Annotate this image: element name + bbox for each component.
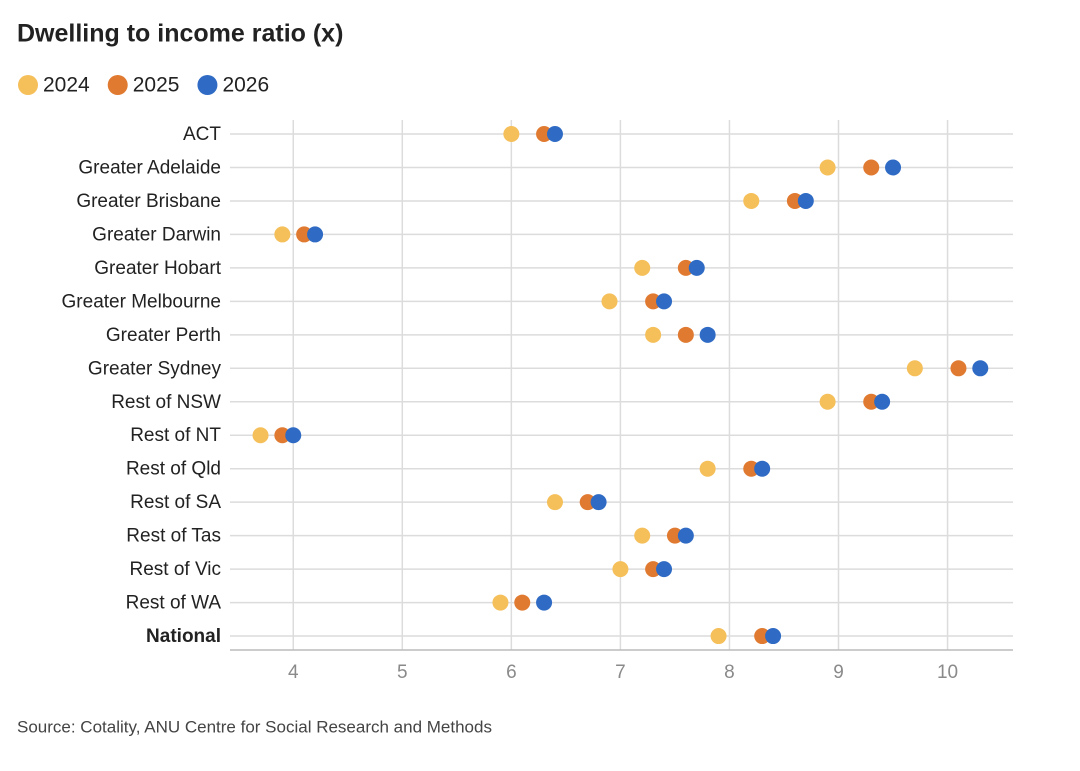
dot (710, 628, 727, 645)
legend-label: 2024 (43, 74, 90, 97)
dot (950, 360, 967, 377)
dot (546, 126, 563, 142)
dot (634, 259, 651, 276)
dot (307, 226, 324, 243)
x-tick-label: 4 (288, 662, 299, 683)
dot (590, 494, 607, 511)
legend-marker (197, 75, 218, 95)
category-label: Rest of Vic (129, 559, 221, 580)
dot (906, 360, 923, 377)
x-tick-label: 7 (615, 662, 626, 683)
x-tick-label: 6 (506, 662, 517, 683)
dot (634, 527, 651, 544)
dot (885, 159, 902, 176)
dot (677, 527, 694, 544)
source-note: Source: Cotality, ANU Centre for Social … (17, 717, 492, 736)
dot (546, 494, 563, 511)
chart-title: Dwelling to income ratio (x) (17, 20, 343, 48)
x-tick-label: 9 (833, 662, 844, 683)
legend-marker (107, 75, 128, 95)
x-tick-label: 10 (937, 662, 958, 683)
category-label: Greater Melbourne (62, 291, 221, 312)
category-label: Greater Darwin (92, 224, 221, 245)
dot (612, 561, 629, 578)
dot (656, 561, 673, 578)
dot (699, 326, 716, 343)
x-tick-label: 5 (397, 662, 408, 683)
category-label: Greater Brisbane (76, 191, 221, 212)
dot (972, 360, 989, 377)
dot (601, 293, 618, 310)
category-label: ACT (183, 124, 221, 145)
category-label: Greater Hobart (94, 258, 221, 279)
dot (699, 460, 716, 477)
category-label: Rest of NT (130, 425, 221, 446)
category-label: Greater Adelaide (78, 157, 221, 178)
dot (285, 427, 302, 444)
dot (688, 259, 705, 276)
dot (645, 326, 662, 343)
category-label: National (146, 626, 221, 647)
dot (819, 393, 836, 410)
dot (252, 427, 269, 444)
legend-label: 2026 (222, 74, 269, 97)
dot (819, 159, 836, 176)
dot (274, 226, 291, 243)
category-label: Rest of Tas (126, 526, 221, 547)
dot (503, 126, 520, 142)
dot (754, 460, 771, 477)
legend-marker (18, 75, 38, 95)
category-label: Greater Perth (106, 325, 221, 346)
dot (514, 594, 531, 611)
legend-label: 2025 (133, 74, 180, 97)
dot (765, 628, 782, 645)
dot (743, 192, 760, 209)
category-label: Rest of Qld (126, 459, 221, 480)
category-label: Rest of NSW (111, 392, 221, 413)
x-tick-label: 8 (724, 662, 735, 683)
dot (492, 594, 509, 611)
dot (874, 393, 891, 410)
dot (677, 326, 694, 343)
category-label: Rest of SA (130, 492, 221, 513)
dot (536, 594, 553, 611)
category-label: Rest of WA (126, 593, 222, 614)
dot (797, 192, 814, 209)
dot (863, 159, 880, 176)
category-label: Greater Sydney (88, 358, 222, 379)
dot (656, 293, 673, 310)
